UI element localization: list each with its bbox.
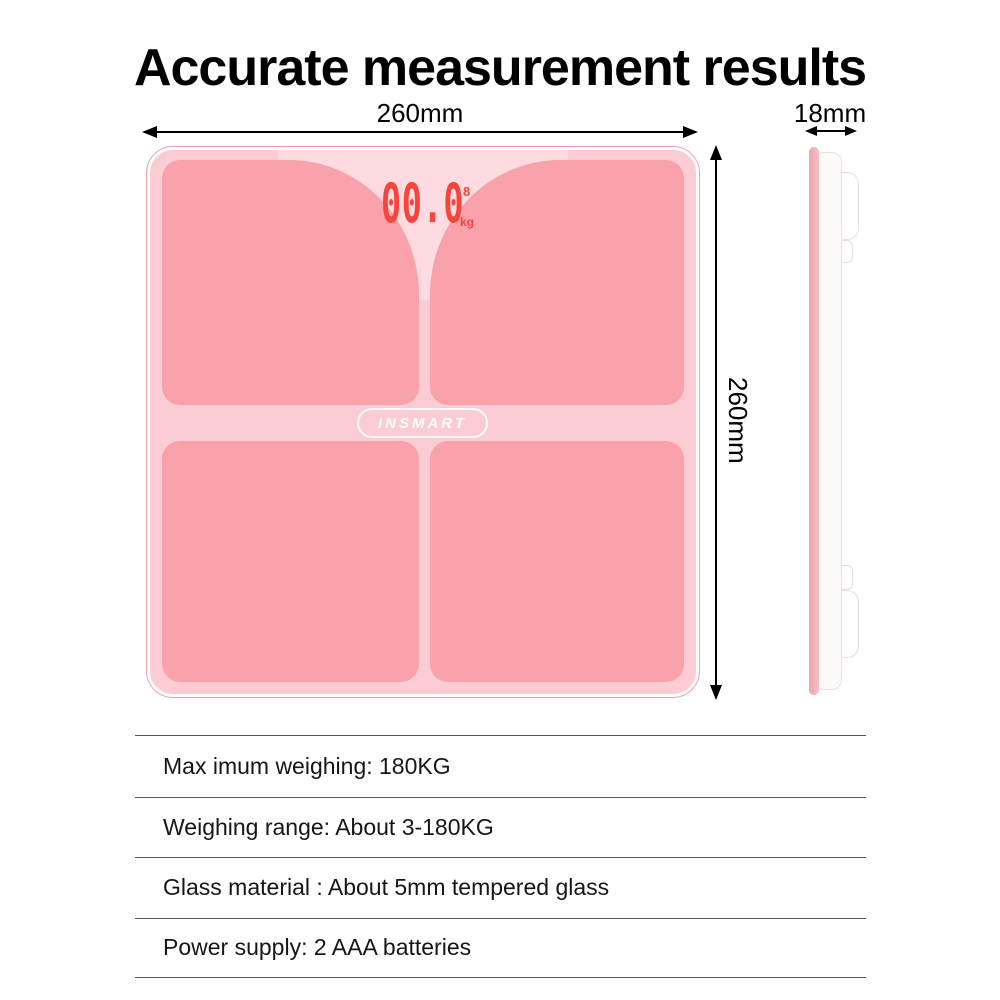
scale-side-body [817, 152, 842, 690]
arrow-top-head-icon [710, 145, 722, 160]
glass-panel-bottom-left [162, 441, 419, 682]
width-dimension-arrow [142, 126, 698, 138]
height-dimension-label: 260mm [723, 377, 753, 464]
glass-panel-top-right [430, 160, 684, 405]
spec-row-max-weighing: Max imum weighing: 180KG [163, 753, 451, 779]
spec-row-power-supply: Power supply: 2 AAA batteries [163, 934, 472, 960]
lcd-weight-value: 00.0 [381, 172, 465, 235]
spec-row-weighing-range: Weighing range: About 3-180KG [163, 814, 494, 840]
arrow-shaft [150, 131, 690, 133]
spec-divider [135, 977, 866, 978]
glass-panel-top-left [162, 160, 419, 405]
thickness-dimension-label: 18mm [793, 98, 867, 128]
thickness-dimension-arrow [805, 125, 857, 137]
arrow-left-head-icon [142, 126, 157, 138]
brand-logo-text: INSMART [377, 414, 468, 432]
spec-divider [135, 735, 866, 736]
arrow-right-head-icon [845, 126, 857, 136]
arrow-shaft [715, 153, 717, 692]
glass-panel-bottom-right [430, 441, 684, 682]
width-dimension-label: 260mm [376, 98, 464, 128]
spec-divider [135, 918, 866, 919]
spec-divider [135, 857, 866, 858]
scale-side-glass-edge [809, 147, 819, 695]
brand-logo-pill: INSMART [357, 408, 488, 438]
arrow-right-head-icon [683, 126, 698, 138]
arrow-bottom-head-icon [710, 685, 722, 700]
page-title: Accurate measurement results [133, 39, 867, 97]
spec-divider [135, 797, 866, 798]
arrow-shaft [813, 130, 849, 132]
spec-row-glass-material: Glass material : About 5mm tempered glas… [163, 874, 610, 900]
arrow-left-head-icon [805, 126, 817, 136]
lcd-unit-label: kg [460, 215, 475, 229]
lcd-indicator-icon: 8 [463, 184, 471, 199]
height-dimension-arrow [710, 145, 722, 700]
